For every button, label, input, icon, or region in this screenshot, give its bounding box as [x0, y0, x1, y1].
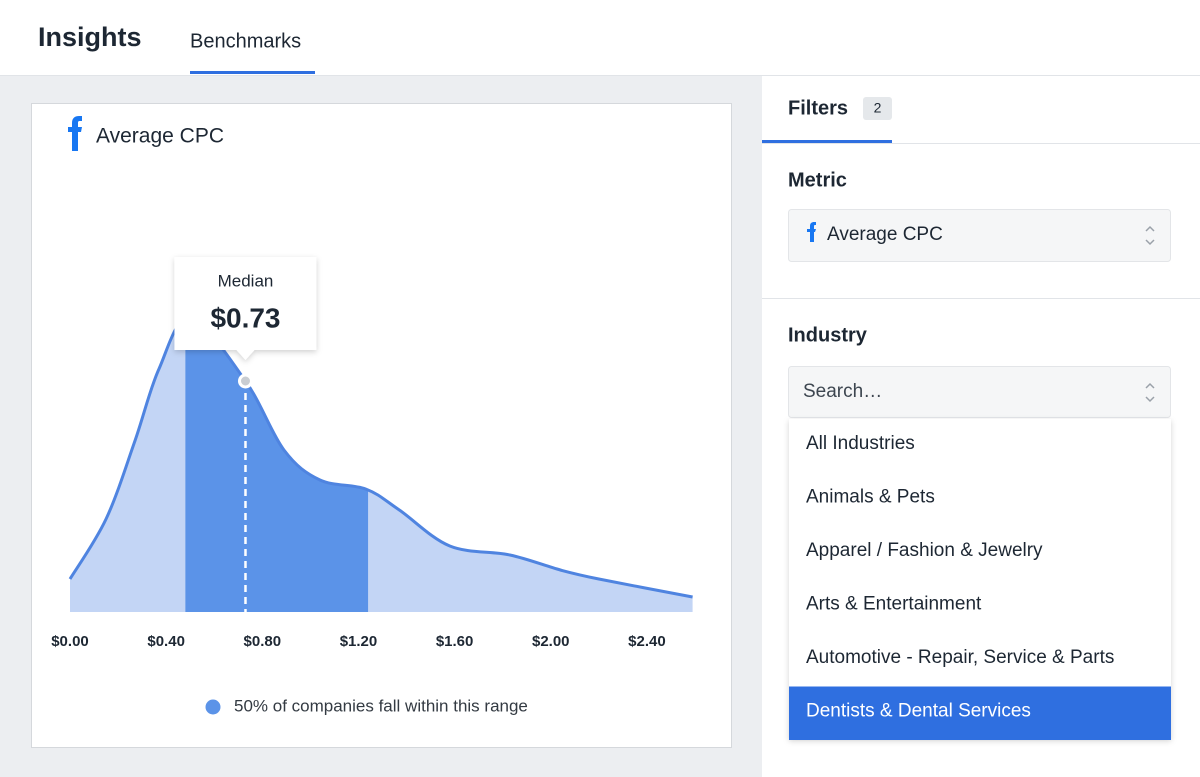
select-arrows	[1145, 225, 1155, 246]
x-tick-label: $1.60	[436, 633, 474, 650]
option-label: Automotive - Repair, Service & Parts	[806, 647, 1114, 668]
filter-count: 2	[874, 100, 882, 116]
option-row[interactable]	[789, 526, 1171, 580]
filter-count-badge	[863, 97, 892, 120]
option-label: Animals & Pets	[806, 487, 935, 508]
legend-marker	[205, 699, 221, 715]
tab-underline	[190, 71, 315, 74]
option-row[interactable]	[789, 579, 1171, 634]
page-title: Insights	[38, 22, 142, 52]
legend-text: 50% of companies fall within this range	[234, 696, 528, 715]
filters-tab[interactable]: Filters	[788, 97, 848, 119]
facebook-icon	[68, 116, 82, 151]
filters-underline	[762, 140, 892, 143]
option-row[interactable]	[789, 686, 1171, 741]
option-row[interactable]	[789, 472, 1171, 527]
curve-line	[68, 316, 693, 599]
metric-label: Metric	[788, 169, 847, 191]
tooltip-value: $0.73	[210, 302, 280, 333]
x-tick-label: $0.80	[244, 633, 282, 650]
option-label: Apparel / Fashion & Jewelry	[806, 540, 1043, 561]
plot: Median $0.73 $0.00 $0.40 $0.80 $1.20 $1.60 $2.0…	[51, 257, 693, 715]
metric-select[interactable]	[788, 209, 1171, 262]
chart-title: Average CPC	[96, 125, 224, 148]
x-tick-label: $1.20	[340, 633, 378, 650]
search-placeholder: Search…	[803, 381, 882, 402]
median-point	[237, 373, 253, 389]
option-row[interactable]	[789, 633, 1171, 687]
option-label: All Industries	[806, 433, 915, 454]
x-tick-label: $2.40	[628, 633, 666, 650]
highlight-area	[185, 317, 369, 612]
header	[0, 0, 1200, 75]
x-tick-label: $0.00	[51, 633, 89, 650]
metric-value: Average CPC	[827, 224, 943, 245]
tooltip-box	[174, 257, 317, 360]
chart-card	[31, 103, 732, 748]
option-list: All Industries Animals & Pets Apparel / Fa…	[789, 419, 1171, 740]
facebook-icon	[807, 222, 816, 242]
x-tick-label: $0.40	[147, 633, 185, 650]
tooltip-label: Median	[218, 271, 274, 290]
industry-search[interactable]	[788, 366, 1171, 418]
option-label: Dentists & Dental Services	[806, 701, 1031, 722]
x-tick-label: $2.00	[532, 633, 570, 650]
select-arrows	[1145, 382, 1155, 403]
option-row[interactable]	[789, 419, 1171, 473]
tab[interactable]: Benchmarks	[190, 30, 301, 52]
industry-label: Industry	[788, 324, 868, 346]
option-label: Arts & Entertainment	[806, 594, 982, 615]
